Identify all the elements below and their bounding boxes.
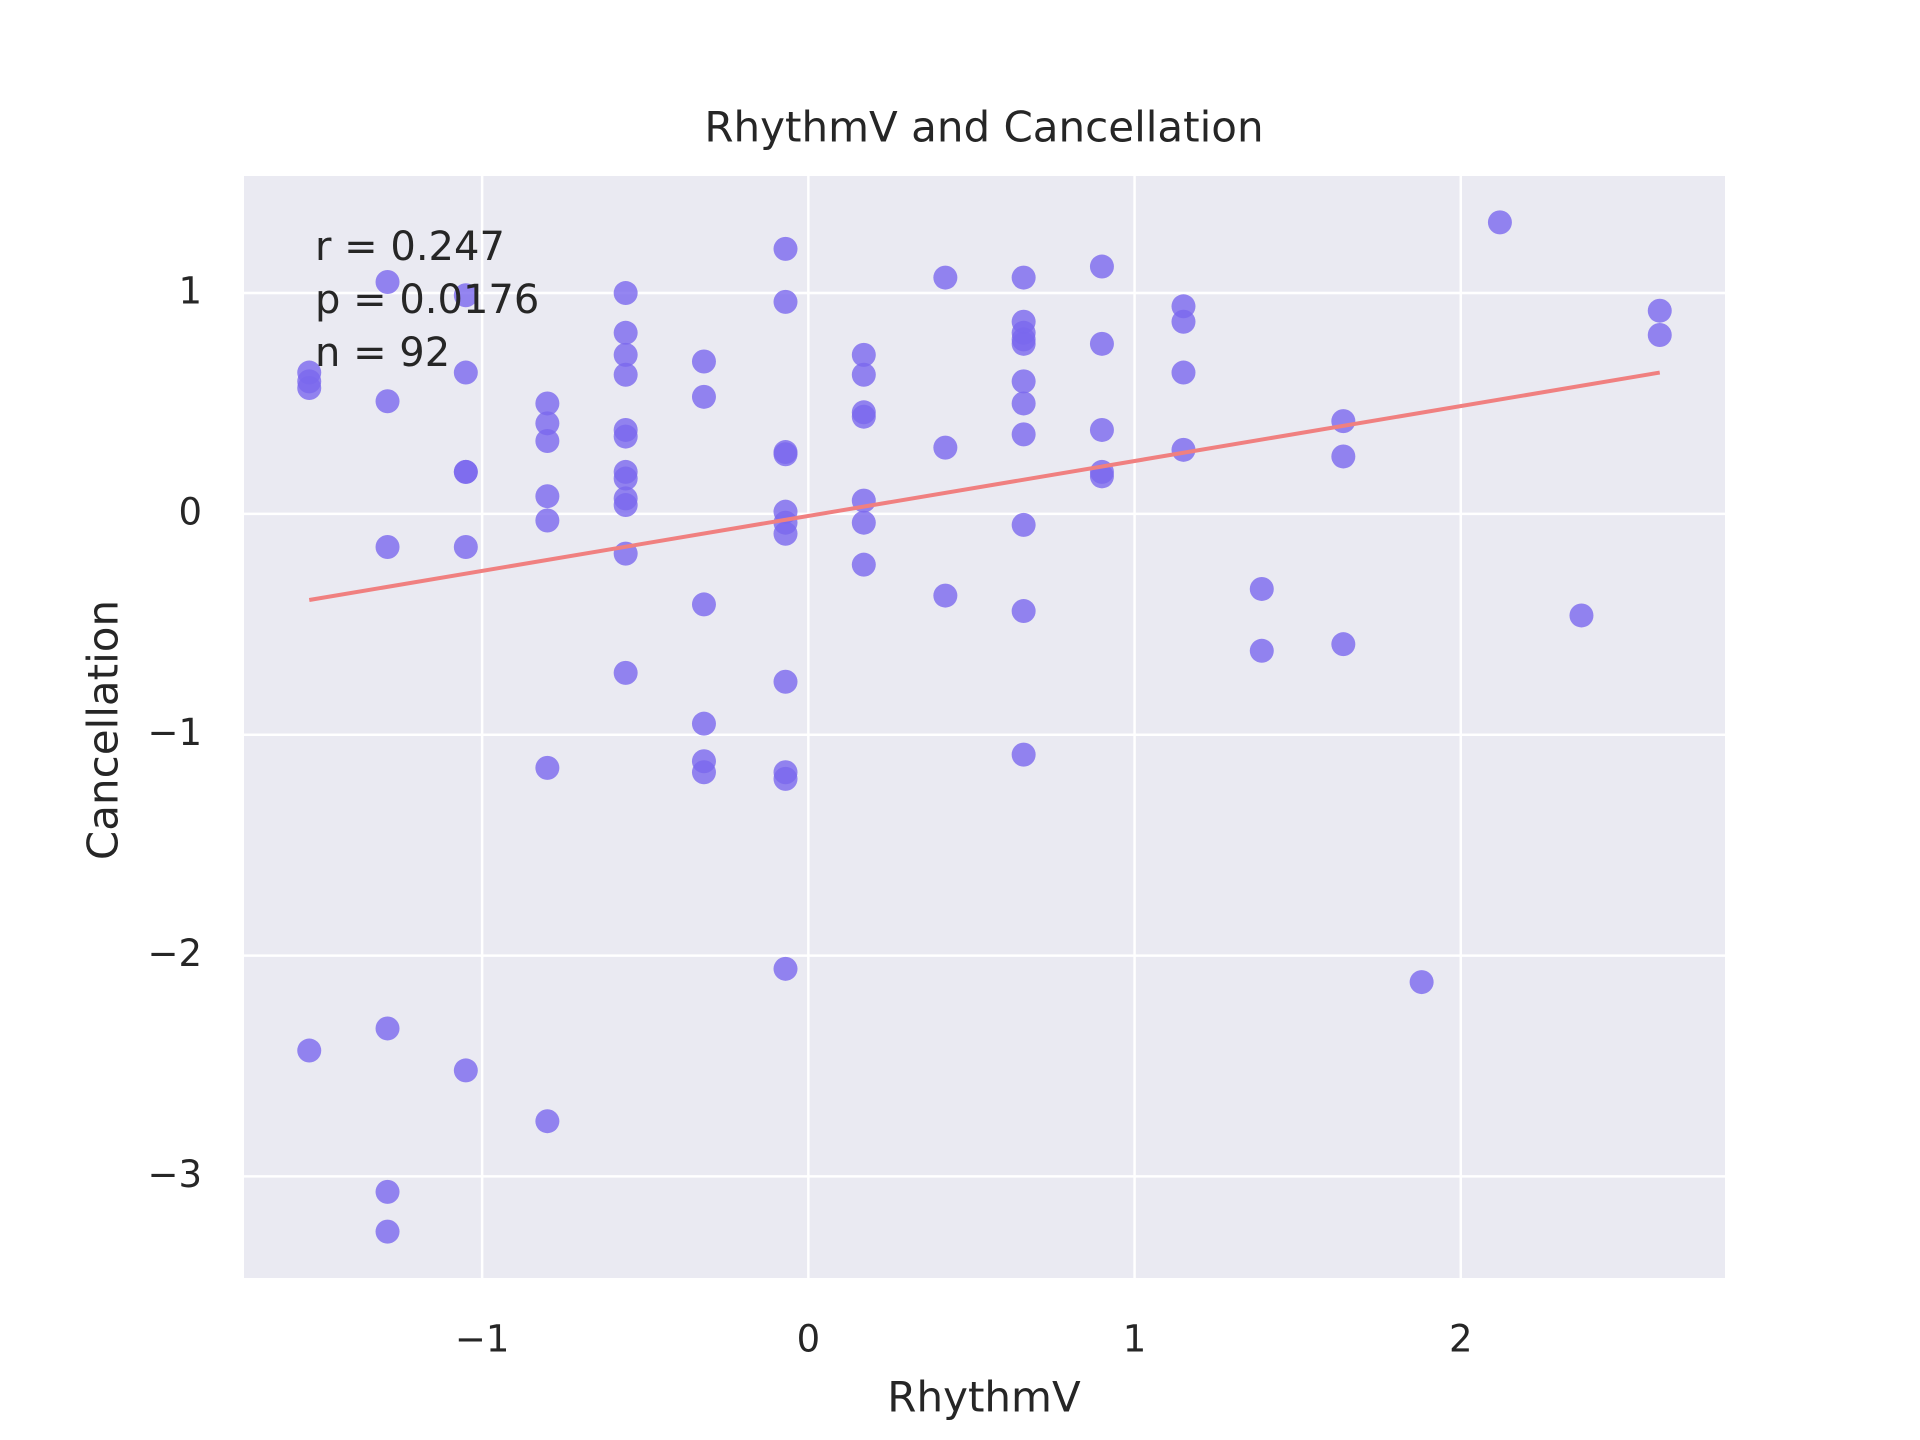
point [375,1179,400,1204]
point [933,265,958,290]
point [1011,599,1036,624]
point [691,349,716,374]
point [691,592,716,617]
point [1171,360,1196,385]
point [1487,210,1512,235]
point [851,510,876,535]
point [375,535,400,560]
point [375,1219,400,1244]
point [1089,331,1114,356]
point [773,236,798,261]
point [535,391,560,416]
annotation: n = 92 [315,330,450,376]
point [851,342,876,367]
point [453,459,478,484]
point [1331,409,1356,434]
point [613,660,638,685]
point [613,493,638,518]
point [1647,323,1672,348]
point [773,956,798,981]
point [375,1016,400,1041]
point [1249,576,1274,601]
point [297,1038,322,1063]
point [851,552,876,577]
point [1011,422,1036,447]
annotation: r = 0.247 [315,224,505,270]
point [773,766,798,791]
point [1089,464,1114,489]
y-tick-label: 0 [178,490,202,533]
point [453,360,478,385]
x-tick-label: 0 [797,1318,821,1361]
point [613,466,638,491]
point [453,1058,478,1083]
point [1089,254,1114,279]
point [613,320,638,345]
point [691,384,716,409]
point [773,442,798,467]
point [851,362,876,387]
point [1331,444,1356,469]
y-tick-label: −2 [147,932,202,975]
x-tick-label: −1 [455,1318,510,1361]
point [535,1109,560,1134]
point [535,484,560,509]
point [1011,331,1036,356]
annotation: p = 0.0176 [315,277,539,323]
point [691,711,716,736]
x-axis-label: RhythmV [887,1373,1081,1422]
point [1011,369,1036,394]
y-tick-label: −1 [147,711,202,754]
point [613,281,638,306]
point [851,404,876,429]
point [535,508,560,533]
point [1569,603,1594,628]
point [613,342,638,367]
y-tick-label: 1 [178,270,202,313]
point [1331,632,1356,657]
point [375,270,400,295]
point [535,755,560,780]
regression-line [308,370,1661,602]
point [1171,309,1196,334]
point [933,435,958,460]
point [1011,742,1036,767]
x-tick-label: 1 [1123,1318,1147,1361]
point [375,389,400,414]
point [535,411,560,436]
point [933,583,958,608]
point [691,760,716,785]
point [613,424,638,449]
y-tick-label: −3 [147,1153,202,1196]
point [1011,265,1036,290]
point [1089,417,1114,442]
y-axis-label: Cancellation [79,600,128,860]
point [613,362,638,387]
point [297,376,322,401]
point [1409,970,1434,995]
chart-title: RhythmV and Cancellation [704,103,1263,152]
point [1011,391,1036,416]
point [1647,298,1672,323]
x-tick-label: 2 [1449,1318,1473,1361]
point [453,283,478,308]
point [773,289,798,314]
plot-area [244,176,1725,1278]
point [535,429,560,454]
point [773,669,798,694]
point [773,521,798,546]
point [1171,437,1196,462]
point [1249,638,1274,663]
point [1011,512,1036,537]
point [453,535,478,560]
